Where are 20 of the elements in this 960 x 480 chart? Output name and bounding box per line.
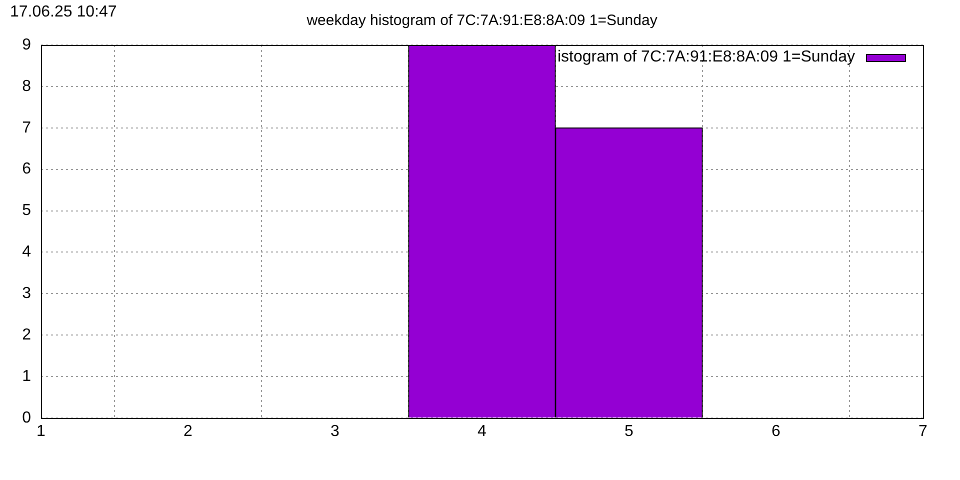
y-tick-label: 3 <box>22 285 32 302</box>
y-tick-label: 7 <box>22 119 32 136</box>
chart-title: weekday histogram of 7C:7A:91:E8:8A:09 1=Sunday <box>306 12 658 30</box>
y-tick-label: 5 <box>22 202 32 220</box>
x-tick-label: 3 <box>330 423 340 440</box>
y-tick-label: 2 <box>22 326 32 344</box>
legend-label: istogram of 7C:7A:91:E8:8A:09 1=Sunday <box>557 48 855 66</box>
x-tick-label: 7 <box>918 423 928 440</box>
x-tick-label: 6 <box>772 423 781 440</box>
x-tick-label: 5 <box>624 423 634 440</box>
x-tick-label: 4 <box>478 423 487 440</box>
x-tick-label: 2 <box>184 423 193 440</box>
text: 17.06.25 10:47 <box>10 3 117 20</box>
y-tick-label: 1 <box>22 368 32 385</box>
y-tick-label: 6 <box>22 160 32 178</box>
y-tick-label: 9 <box>22 36 32 54</box>
y-tick-label: 0 <box>22 409 32 426</box>
x-tick-label: 1 <box>36 423 46 440</box>
y-tick-label: 8 <box>22 78 32 95</box>
y-tick-label: 4 <box>22 244 32 261</box>
